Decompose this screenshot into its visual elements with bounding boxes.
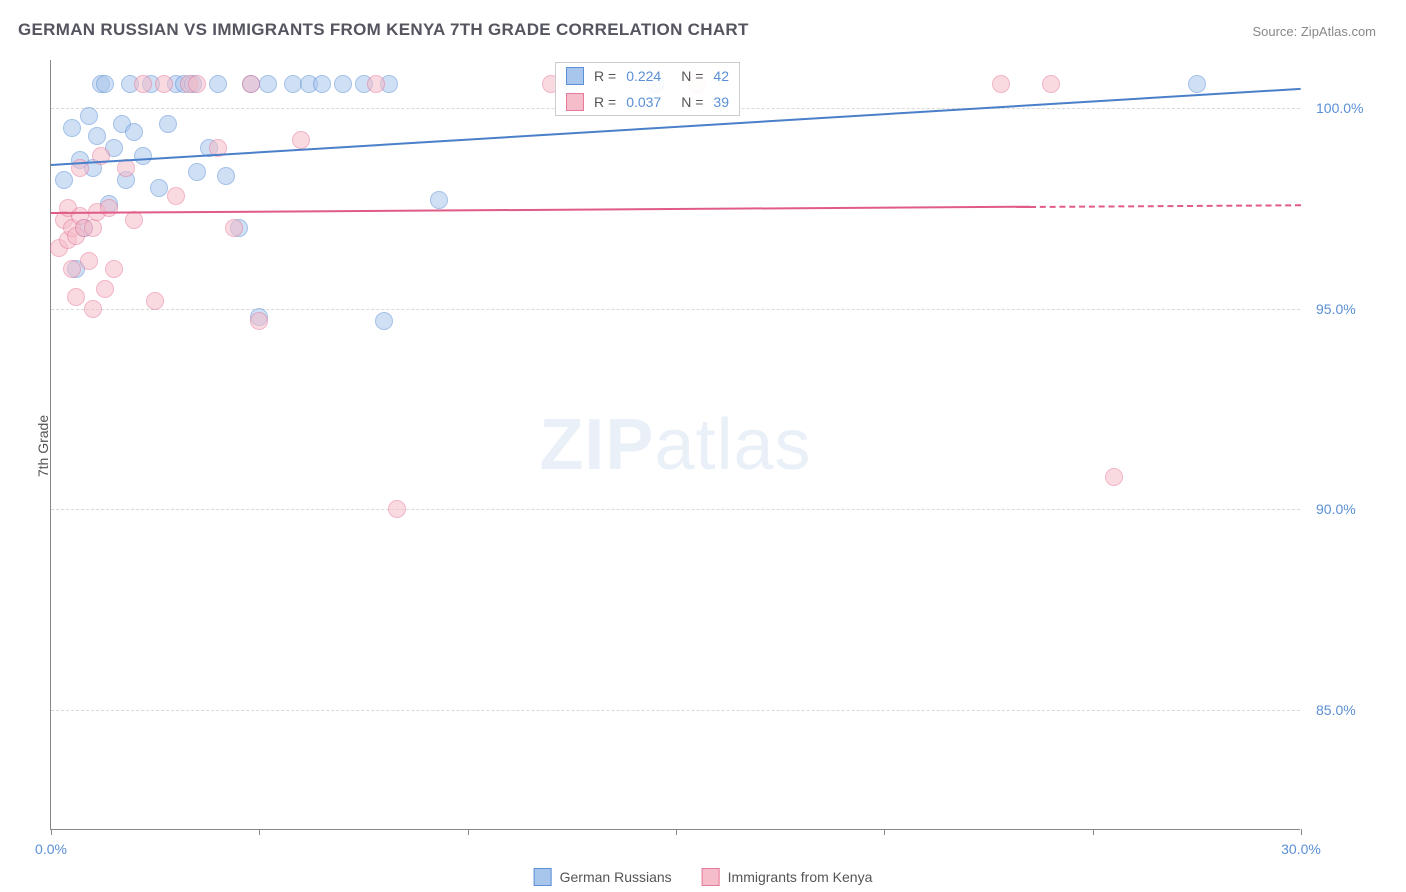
data-point xyxy=(217,167,235,185)
stats-box: R = 0.224 N = 42 R = 0.037 N = 39 xyxy=(555,62,740,116)
data-point xyxy=(63,260,81,278)
data-point xyxy=(292,131,310,149)
data-point xyxy=(188,163,206,181)
data-point xyxy=(155,75,173,93)
trendline-dashed xyxy=(1030,204,1301,208)
watermark: ZIPatlas xyxy=(539,404,811,486)
data-point xyxy=(96,280,114,298)
data-point xyxy=(259,75,277,93)
data-point xyxy=(159,115,177,133)
legend: German Russians Immigrants from Kenya xyxy=(534,868,873,886)
x-tick-mark xyxy=(51,829,52,835)
stats-r-label: R = xyxy=(594,94,616,110)
legend-item-immigrants-kenya: Immigrants from Kenya xyxy=(702,868,873,886)
legend-item-german-russians: German Russians xyxy=(534,868,672,886)
stats-n-value: 39 xyxy=(713,94,729,110)
data-point xyxy=(1042,75,1060,93)
x-tick-mark xyxy=(1301,829,1302,835)
data-point xyxy=(284,75,302,93)
data-point xyxy=(100,199,118,217)
y-tick-label: 95.0% xyxy=(1316,301,1376,317)
stats-n-value: 42 xyxy=(713,68,729,84)
plot-area: ZIPatlas 85.0%90.0%95.0%100.0%0.0%30.0% xyxy=(50,60,1300,830)
legend-label: Immigrants from Kenya xyxy=(728,869,873,885)
gridline xyxy=(51,509,1300,510)
x-tick-mark xyxy=(676,829,677,835)
stats-n-label: N = xyxy=(681,68,703,84)
x-tick-mark xyxy=(468,829,469,835)
data-point xyxy=(209,75,227,93)
data-point xyxy=(80,252,98,270)
y-tick-label: 90.0% xyxy=(1316,501,1376,517)
data-point xyxy=(1188,75,1206,93)
data-point xyxy=(388,500,406,518)
data-point xyxy=(105,260,123,278)
data-point xyxy=(250,312,268,330)
data-point xyxy=(430,191,448,209)
data-point xyxy=(150,179,168,197)
x-tick-label: 30.0% xyxy=(1281,841,1321,857)
chart-title: GERMAN RUSSIAN VS IMMIGRANTS FROM KENYA … xyxy=(18,20,749,40)
y-axis-label: 7th Grade xyxy=(35,415,51,477)
x-tick-mark xyxy=(1093,829,1094,835)
data-point xyxy=(63,119,81,137)
stats-row: R = 0.224 N = 42 xyxy=(556,63,739,89)
data-point xyxy=(134,147,152,165)
legend-label: German Russians xyxy=(560,869,672,885)
watermark-thin: atlas xyxy=(654,405,811,485)
data-point xyxy=(367,75,385,93)
data-point xyxy=(188,75,206,93)
source-label: Source: ZipAtlas.com xyxy=(1252,24,1376,39)
data-point xyxy=(125,123,143,141)
stats-n-label: N = xyxy=(681,94,703,110)
data-point xyxy=(375,312,393,330)
stats-swatch xyxy=(566,67,584,85)
y-tick-label: 85.0% xyxy=(1316,702,1376,718)
data-point xyxy=(67,288,85,306)
watermark-bold: ZIP xyxy=(539,405,654,485)
stats-r-value: 0.037 xyxy=(626,94,661,110)
x-tick-mark xyxy=(259,829,260,835)
data-point xyxy=(313,75,331,93)
stats-row: R = 0.037 N = 39 xyxy=(556,89,739,115)
gridline xyxy=(51,309,1300,310)
data-point xyxy=(84,219,102,237)
data-point xyxy=(117,159,135,177)
data-point xyxy=(225,219,243,237)
data-point xyxy=(125,211,143,229)
data-point xyxy=(96,75,114,93)
trendline xyxy=(51,206,1030,214)
stats-swatch xyxy=(566,93,584,111)
data-point xyxy=(146,292,164,310)
data-point xyxy=(55,171,73,189)
data-point xyxy=(167,187,185,205)
stats-r-label: R = xyxy=(594,68,616,84)
stats-r-value: 0.224 xyxy=(626,68,661,84)
x-tick-mark xyxy=(884,829,885,835)
y-tick-label: 100.0% xyxy=(1316,100,1376,116)
data-point xyxy=(992,75,1010,93)
data-point xyxy=(84,300,102,318)
data-point xyxy=(242,75,260,93)
data-point xyxy=(334,75,352,93)
legend-swatch xyxy=(534,868,552,886)
data-point xyxy=(88,127,106,145)
legend-swatch xyxy=(702,868,720,886)
data-point xyxy=(134,75,152,93)
data-point xyxy=(1105,468,1123,486)
gridline xyxy=(51,710,1300,711)
data-point xyxy=(80,107,98,125)
x-tick-label: 0.0% xyxy=(35,841,67,857)
